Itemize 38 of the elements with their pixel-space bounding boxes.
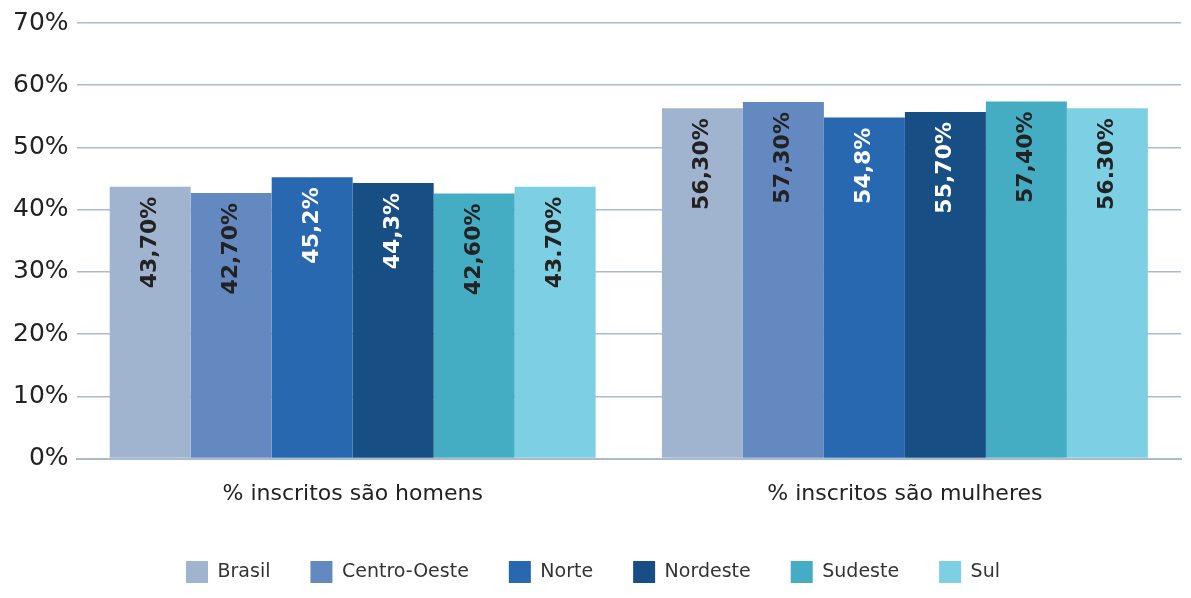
y-tick-label: 0% bbox=[28, 442, 69, 472]
legend-label: Sudeste bbox=[822, 558, 900, 581]
data-label: 42,70% bbox=[216, 202, 242, 295]
bar bbox=[271, 177, 353, 458]
bar bbox=[742, 102, 824, 458]
legend-label: Brasil bbox=[217, 558, 271, 581]
data-label: 56,30% bbox=[688, 118, 714, 210]
bar bbox=[904, 111, 986, 458]
bar bbox=[352, 182, 434, 458]
legend-label: Centro-Oeste bbox=[341, 558, 469, 581]
x-tick-label: % inscritos são mulheres bbox=[767, 479, 1043, 505]
y-tick-label: 20% bbox=[12, 317, 69, 347]
data-label: 44,3% bbox=[378, 192, 404, 270]
data-label: 43.70% bbox=[540, 196, 566, 289]
data-label: 45,2% bbox=[297, 187, 323, 264]
legend-label: Nordeste bbox=[664, 558, 751, 581]
y-tick-label: 40% bbox=[12, 193, 69, 223]
bar bbox=[514, 186, 596, 458]
data-label: 57,30% bbox=[769, 112, 795, 204]
bar bbox=[823, 117, 905, 458]
bar bbox=[1066, 108, 1148, 458]
y-tick-label: 10% bbox=[12, 379, 69, 409]
y-tick-label: 50% bbox=[12, 130, 69, 160]
x-tick-label: % inscritos são homens bbox=[222, 479, 483, 505]
bar bbox=[433, 193, 515, 458]
legend-label: Sul bbox=[970, 558, 1001, 581]
data-label: 56.30% bbox=[1093, 118, 1119, 210]
y-tick-label: 60% bbox=[12, 68, 69, 98]
bar bbox=[985, 101, 1067, 458]
bar bbox=[190, 192, 272, 458]
data-label: 43,70% bbox=[135, 196, 161, 289]
data-label: 57,40% bbox=[1012, 111, 1038, 204]
data-label: 54,8% bbox=[850, 127, 876, 204]
data-label: 42,60% bbox=[459, 203, 485, 296]
y-tick-label: 70% bbox=[12, 6, 69, 36]
legend-label: Norte bbox=[540, 558, 594, 581]
data-label: 55,70% bbox=[931, 121, 957, 214]
y-tick-label: 30% bbox=[12, 255, 69, 285]
